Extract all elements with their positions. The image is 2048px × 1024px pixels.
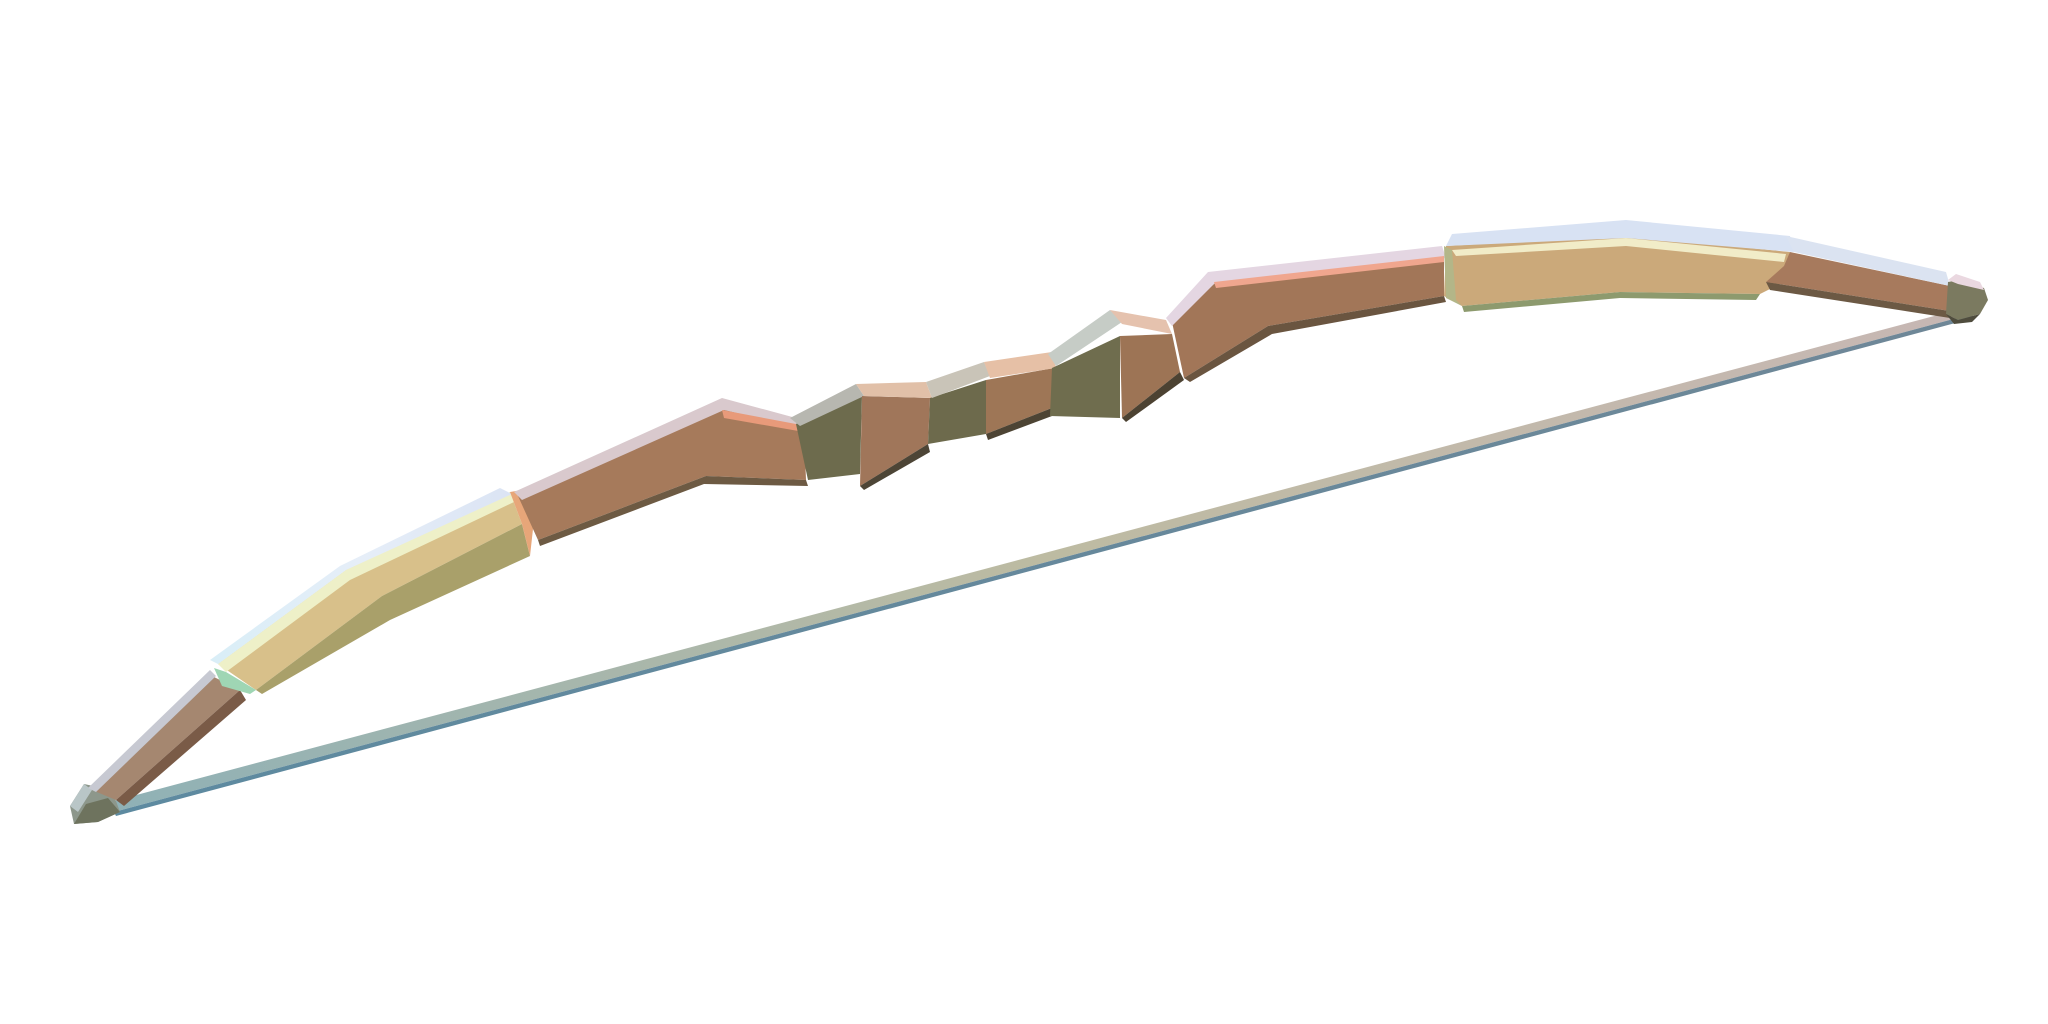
lower-limb (88, 488, 534, 806)
upper-nock (1946, 274, 1988, 324)
lower-mid-limb (514, 398, 808, 546)
lower-nock (70, 784, 120, 824)
upper-limb (1444, 220, 1794, 312)
upper-limb-tip (1766, 236, 1956, 318)
bow-riser (790, 310, 1184, 490)
upper-mid-limb (1166, 246, 1446, 382)
bow-string (110, 307, 1974, 816)
